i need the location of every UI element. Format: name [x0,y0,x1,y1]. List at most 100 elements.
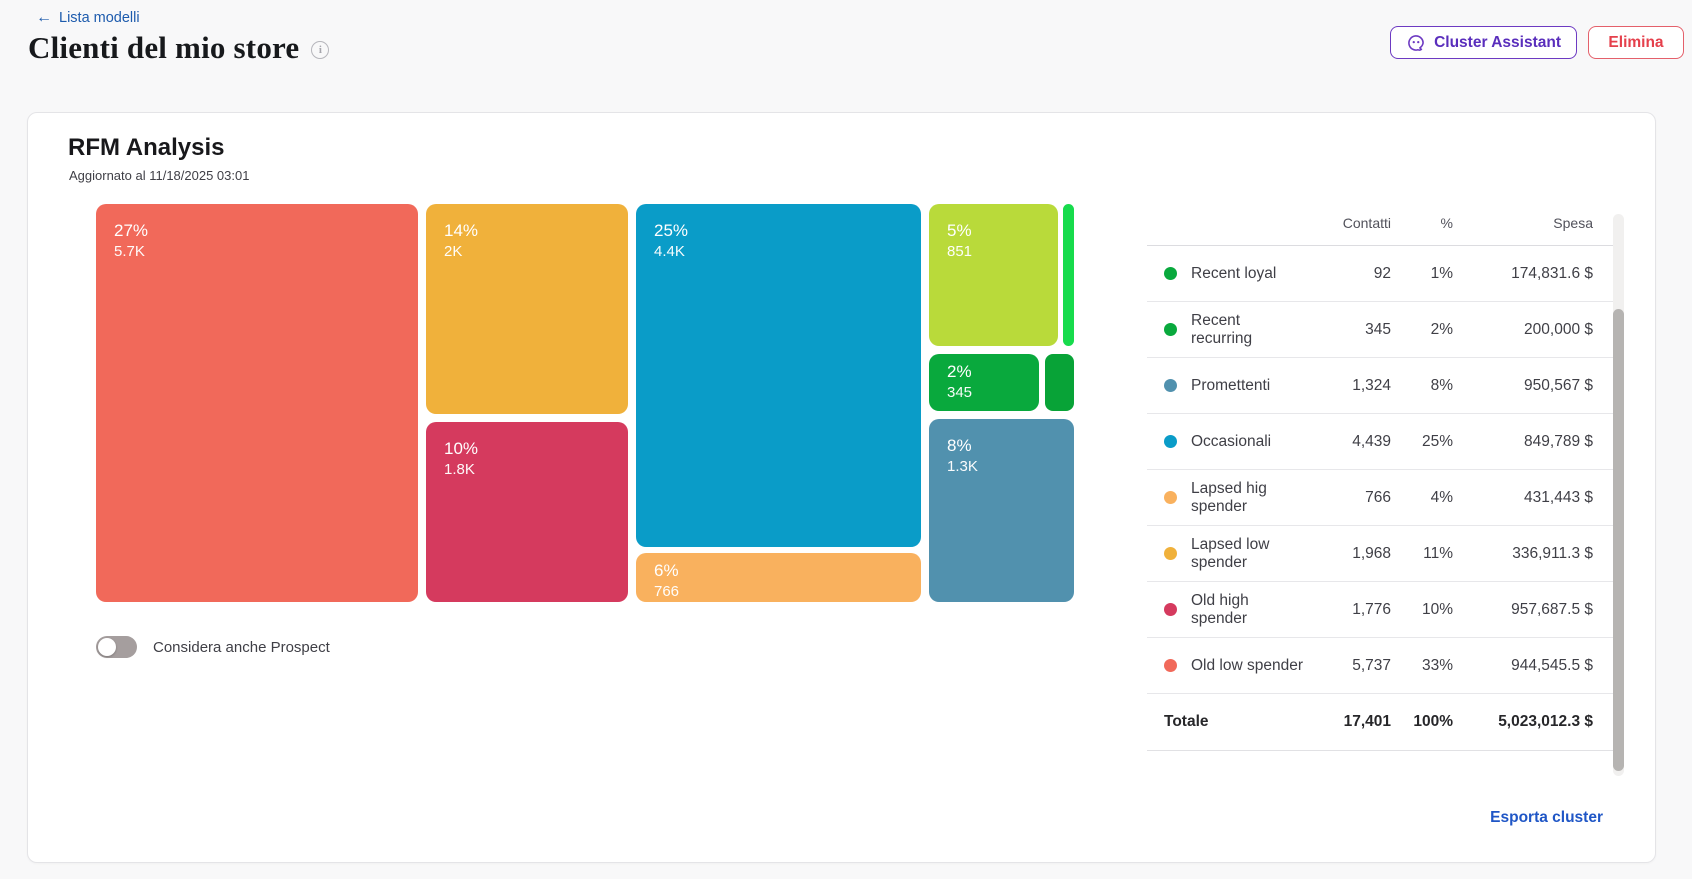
cell-spesa: 200,000 $ [1524,320,1593,338]
treemap-block-old-high-spender[interactable]: 10% 1.8K [426,422,628,602]
cell-contatti: 1,776 [1352,600,1391,618]
block-percent: 27% [114,221,149,240]
cell-percent: 1% [1430,264,1453,282]
segment-name: Lapsed low spender [1191,535,1270,571]
back-link-label: Lista modelli [59,10,140,26]
treemap-block-promettenti[interactable]: 8% 1.3K [929,419,1074,602]
block-percent: 5% [947,221,972,240]
block-count: 4.4K [654,243,685,261]
cell-contatti: 5,737 [1352,656,1391,674]
segment-name: Occasionali [1191,432,1272,450]
treemap-block-old-low-spender[interactable]: 27% 5.7K [96,204,418,602]
block-percent: 14% [444,221,479,240]
block-percent: 25% [654,221,689,240]
cell-contatti: 766 [1365,488,1391,506]
total-percent: 100% [1413,713,1453,730]
block-count: 2K [444,243,463,261]
cell-percent: 33% [1421,656,1453,674]
block-percent: 6% [654,561,679,580]
toggle-knob [98,638,116,656]
table-row-lapsed-hig-spender[interactable]: Lapsed hig spender 766 4% 431,443 $ [1147,470,1614,526]
back-link[interactable]: ← Lista modelli [36,10,140,27]
segment-color-dot [1164,435,1177,448]
segment-color-dot [1164,379,1177,392]
prospect-toggle[interactable] [96,636,137,658]
segment-name: Lapsed hig spender [1191,479,1267,515]
export-cluster-link[interactable]: Esporta cluster [1490,809,1603,826]
cell-contatti: 92 [1373,264,1391,282]
segment-color-dot [1164,603,1177,616]
total-spesa: 5,023,012.3 $ [1498,713,1593,730]
cell-contatti: 1,968 [1352,544,1391,562]
cell-spesa: 431,443 $ [1524,488,1593,506]
header-spesa: Spesa [1553,215,1593,231]
block-percent: 10% [444,439,479,458]
cell-contatti: 4,439 [1352,432,1391,450]
card-title: RFM Analysis [68,134,225,161]
cell-spesa: 336,911.3 $ [1512,544,1593,562]
table-row-old-low-spender[interactable]: Old low spender 5,737 33% 944,545.5 $ [1147,638,1614,694]
delete-button[interactable]: Elimina [1588,26,1684,59]
table-header-row: Contatti % Spesa [1147,201,1614,246]
cell-spesa: 950,567 $ [1524,376,1593,394]
table-total-row: Totale 17,401 100% 5,023,012.3 $ [1147,694,1614,751]
treemap-block-green-small[interactable] [1045,354,1074,411]
segment-color-dot [1164,547,1177,560]
block-count: 1.8K [444,461,475,479]
table-row-old-high-spender[interactable]: Old high spender 1,776 10% 957,687.5 $ [1147,582,1614,638]
page-header: Clienti del mio store i [28,30,330,66]
cell-spesa: 849,789 $ [1524,432,1593,450]
cell-spesa: 957,687.5 $ [1511,600,1593,618]
cell-contatti: 1,324 [1352,376,1391,394]
block-count: 766 [654,583,680,601]
page-title: Clienti del mio store [28,30,300,65]
total-contatti: 17,401 [1343,713,1391,730]
table-row-lapsed-low-spender[interactable]: Lapsed low spender 1,968 11% 336,911.3 $ [1147,526,1614,582]
segment-color-dot [1164,323,1177,336]
prospect-toggle-row: Considera anche Prospect [96,635,330,659]
cell-contatti: 345 [1365,320,1391,338]
segment-name: Old high spender [1191,591,1249,627]
table-row-promettenti[interactable]: Promettenti 1,324 8% 950,567 $ [1147,358,1614,414]
treemap-block-lime[interactable]: 5% 851 [929,204,1058,346]
cell-percent: 10% [1421,600,1453,618]
table-row-recent-loyal[interactable]: Recent loyal 92 1% 174,831.6 $ [1147,246,1614,302]
segments-table: Contatti % Spesa Recent loyal 92 1% 174,… [1147,201,1614,751]
cell-percent: 25% [1421,432,1453,450]
table-row-occasionali[interactable]: Occasionali 4,439 25% 849,789 $ [1147,414,1614,470]
assistant-face-icon [1406,33,1426,53]
table-row-recent-recurring[interactable]: Recent recurring 345 2% 200,000 $ [1147,302,1614,358]
segment-color-dot [1164,491,1177,504]
card-updated-at: Aggiornato al 11/18/2025 03:01 [69,168,250,183]
header-contatti: Contatti [1342,215,1391,231]
segment-name: Recent recurring [1191,311,1253,347]
cell-percent: 4% [1430,488,1453,506]
treemap-block-lapsed-low-spender[interactable]: 14% 2K [426,204,628,414]
cluster-assistant-button[interactable]: Cluster Assistant [1390,26,1577,59]
segment-color-dot [1164,659,1177,672]
block-percent: 8% [947,436,972,455]
segment-name: Promettenti [1191,376,1271,394]
header-percent: % [1440,215,1453,231]
table-scrollbar-thumb[interactable] [1613,309,1624,771]
treemap-block-occasionali[interactable]: 25% 4.4K [636,204,921,547]
cluster-assistant-label: Cluster Assistant [1434,33,1561,51]
block-count: 345 [947,384,973,402]
delete-button-label: Elimina [1608,33,1664,51]
segment-name: Recent loyal [1191,264,1277,282]
segment-color-dot [1164,267,1177,280]
block-count: 5.7K [114,243,145,261]
rfm-treemap: 27% 5.7K 14% 2K 10% 1.8K 25% 4.4K 6% 766… [96,204,1074,602]
cell-spesa: 944,545.5 $ [1511,656,1593,674]
treemap-block-green-strip[interactable] [1063,204,1074,346]
rfm-analysis-card: RFM Analysis Aggiornato al 11/18/2025 03… [27,112,1656,863]
treemap-block-lapsed-hig-spender[interactable]: 6% 766 [636,553,921,602]
block-count: 851 [947,243,973,261]
total-label: Totale [1164,713,1209,730]
treemap-block-recent-recurring[interactable]: 2% 345 [929,354,1039,411]
info-icon[interactable]: i [311,41,330,59]
cell-percent: 8% [1430,376,1453,394]
prospect-toggle-label: Considera anche Prospect [153,638,330,656]
cell-spesa: 174,831.6 $ [1511,264,1593,282]
block-count: 1.3K [947,458,978,476]
